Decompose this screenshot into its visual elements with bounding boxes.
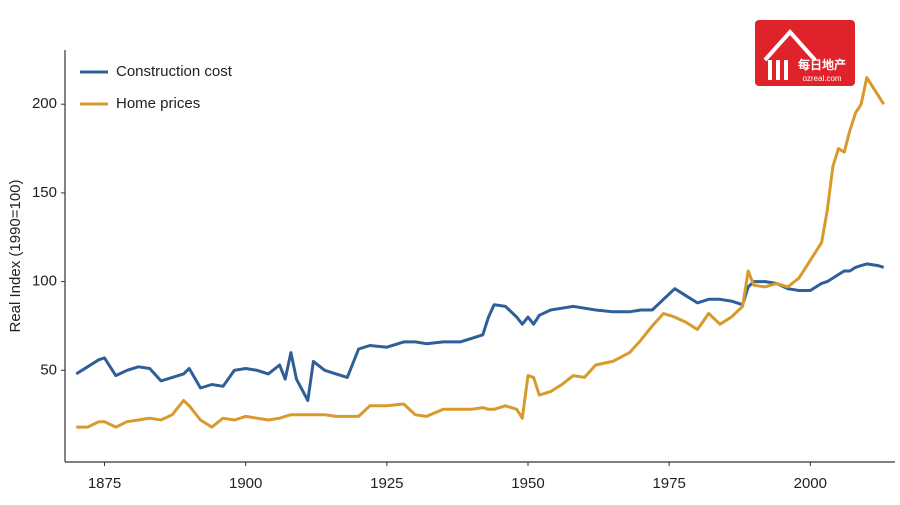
x-tick-label: 1875 xyxy=(88,475,121,492)
logo: 每日地产 ozreal.com xyxy=(755,20,855,86)
y-tick-label: 150 xyxy=(32,184,57,201)
logo-icon xyxy=(763,28,817,80)
y-axis-label: Real Index (1990=100) xyxy=(7,179,24,332)
series-line xyxy=(76,76,885,429)
series-line xyxy=(75,262,885,402)
y-tick-label: 200 xyxy=(32,95,57,112)
y-tick-label: 100 xyxy=(32,273,57,290)
x-tick-label: 1975 xyxy=(652,475,685,492)
legend-label: Home prices xyxy=(116,95,200,112)
x-tick-label: 1900 xyxy=(229,475,262,492)
logo-url: ozreal.com xyxy=(802,74,841,83)
x-tick-label: 2000 xyxy=(794,475,827,492)
x-tick-label: 1925 xyxy=(370,475,403,492)
legend-label: Construction cost xyxy=(116,63,233,80)
y-tick-label: 50 xyxy=(40,361,57,378)
x-tick-label: 1950 xyxy=(511,475,544,492)
logo-text: 每日地产 xyxy=(798,57,846,72)
